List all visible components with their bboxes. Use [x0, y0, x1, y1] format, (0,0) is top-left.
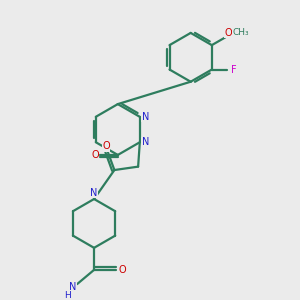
Text: O: O [118, 265, 126, 275]
Text: N: N [90, 188, 98, 198]
Text: O: O [102, 141, 110, 151]
Text: O: O [91, 150, 99, 160]
Text: N: N [142, 112, 149, 122]
Text: O: O [225, 28, 232, 38]
Text: H: H [64, 292, 71, 300]
Text: CH₃: CH₃ [232, 28, 249, 38]
Text: F: F [231, 64, 237, 74]
Text: N: N [142, 137, 149, 147]
Text: N: N [69, 283, 77, 292]
